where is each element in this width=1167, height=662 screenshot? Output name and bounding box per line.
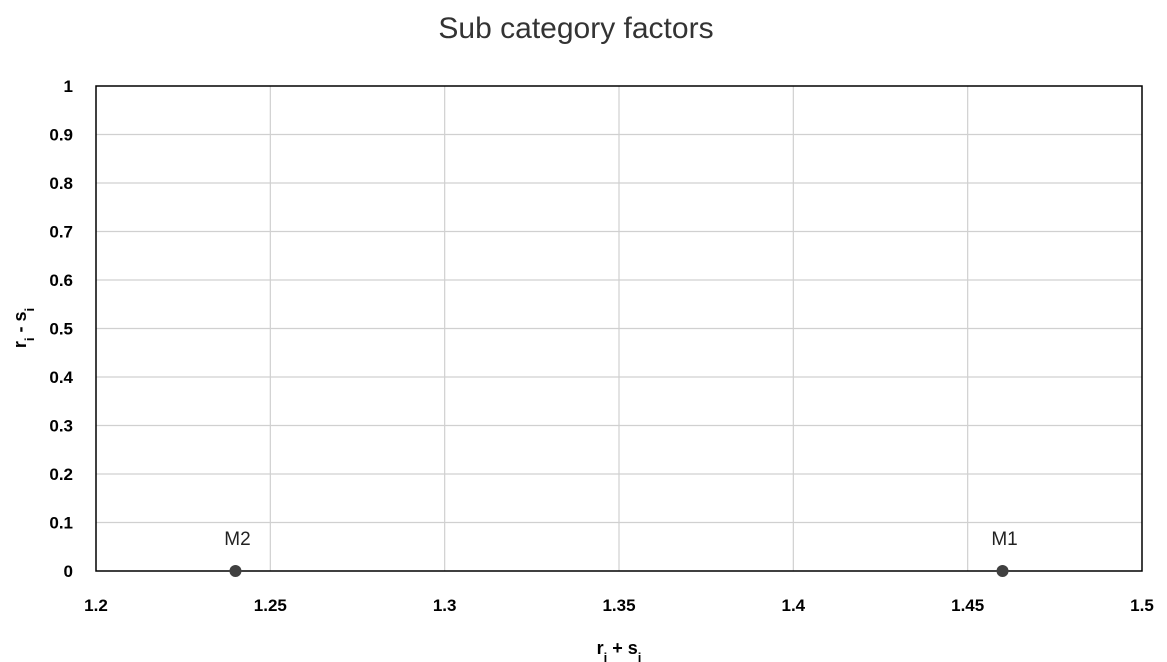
data-label-m2: M2 xyxy=(224,529,250,550)
y-tick-label: 0.9 xyxy=(49,126,73,145)
data-points: M1 M2 xyxy=(224,529,1018,577)
data-point-m2 xyxy=(229,565,242,577)
y-tick-label: 0 xyxy=(64,562,73,581)
y-tick-label: 0.7 xyxy=(49,223,73,242)
x-tick-label: 1.4 xyxy=(782,596,806,615)
y-axis-label: ri - si xyxy=(10,308,37,348)
y-tick-label: 0.6 xyxy=(49,271,73,290)
y-tick-label: 0.3 xyxy=(49,417,73,436)
plot-area xyxy=(95,85,1143,572)
chart-title: Sub category factors xyxy=(438,12,713,45)
x-tick-label: 1.2 xyxy=(84,596,108,615)
x-tick-label: 1.35 xyxy=(602,596,635,615)
y-tick-label: 0.1 xyxy=(49,514,73,533)
data-label-m1: M1 xyxy=(991,529,1017,550)
y-tick-label: 0.4 xyxy=(49,368,73,387)
y-tick-label: 0.2 xyxy=(49,465,73,484)
y-axis-ticks: 0 0.1 0.2 0.3 0.4 0.5 0.6 0.7 0.8 0.9 1 xyxy=(49,77,73,581)
y-tick-label: 0.5 xyxy=(49,320,73,339)
x-tick-label: 1.5 xyxy=(1130,596,1154,615)
y-tick-label: 0.8 xyxy=(49,174,73,193)
x-axis-label: ri + si xyxy=(597,638,642,662)
x-tick-label: 1.3 xyxy=(433,596,457,615)
grid-lines xyxy=(96,86,1142,571)
x-tick-label: 1.45 xyxy=(951,596,984,615)
y-tick-label: 1 xyxy=(64,77,73,96)
x-axis-ticks: 1.2 1.25 1.3 1.35 1.4 1.45 1.5 xyxy=(84,596,1154,615)
data-point-m1 xyxy=(996,565,1009,577)
x-tick-label: 1.25 xyxy=(254,596,287,615)
